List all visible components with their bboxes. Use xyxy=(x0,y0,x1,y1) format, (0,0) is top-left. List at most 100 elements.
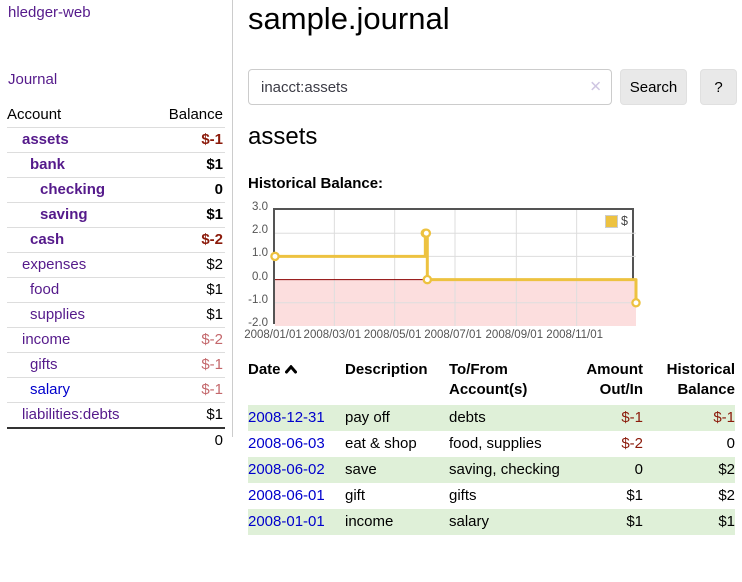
accounts-total-row: 0 xyxy=(7,428,225,453)
account-balance: $1 xyxy=(206,206,223,223)
transaction-description: save xyxy=(345,461,377,478)
transaction-amount: 0 xyxy=(634,461,643,478)
x-axis-tick-label: 2008/01/01 xyxy=(244,329,302,341)
account-row: supplies $1 xyxy=(7,302,225,328)
brand-link[interactable]: hledger-web xyxy=(8,4,91,21)
y-axis-tick-label: 3.0 xyxy=(252,201,268,213)
account-link[interactable]: bank xyxy=(30,156,66,173)
data-point-marker xyxy=(631,298,641,308)
y-axis-tick-label: 2.0 xyxy=(252,224,268,237)
account-link[interactable]: liabilities:debts xyxy=(22,406,120,423)
register-header-amount: Amount Out/In xyxy=(586,361,643,398)
transaction-accounts: debts xyxy=(449,409,486,426)
transaction-description: eat & shop xyxy=(345,435,417,452)
accounts-header-account: Account xyxy=(7,106,62,123)
transaction-accounts: saving, checking xyxy=(449,461,560,478)
register-header-balance: Historical Balance xyxy=(666,361,735,398)
transaction-balance: $-1 xyxy=(713,409,735,426)
account-balance: $1 xyxy=(206,406,223,423)
sidebar: hledger-web Journal Account Balance asse… xyxy=(0,0,233,449)
help-button[interactable]: ? xyxy=(700,69,737,105)
transaction-description: pay off xyxy=(345,409,390,426)
transaction-date-link[interactable]: 2008-12-31 xyxy=(248,409,325,426)
register-row: 2008-06-01 gift gifts $1 $2 xyxy=(248,483,735,509)
transaction-amount: $-1 xyxy=(621,409,643,426)
x-axis-tick-label: 2008/07/01 xyxy=(424,329,482,341)
legend-label: $ xyxy=(621,214,628,228)
legend-swatch-icon xyxy=(605,214,619,228)
account-row: liabilities:debts $1 xyxy=(7,402,225,429)
account-link[interactable]: saving xyxy=(40,206,88,223)
account-link[interactable]: food xyxy=(30,281,60,298)
transaction-description: gift xyxy=(345,487,366,504)
transaction-accounts: gifts xyxy=(449,487,477,504)
register-row: 2008-12-31 pay off debts $-1 $-1 xyxy=(248,405,735,431)
account-link[interactable]: income xyxy=(22,331,71,348)
transaction-amount: $1 xyxy=(626,487,643,504)
account-link[interactable]: salary xyxy=(30,381,71,398)
transaction-description: income xyxy=(345,513,394,530)
register-row: 2008-06-03 eat & shop food, supplies $-2 0 xyxy=(248,431,735,457)
account-link[interactable]: gifts xyxy=(30,356,58,373)
account-row: saving $1 xyxy=(7,202,225,228)
sidebar-item-journal[interactable]: Journal xyxy=(8,71,58,88)
account-balance: $-1 xyxy=(201,356,223,373)
account-row: salary $-1 xyxy=(7,377,225,403)
register-header-accounts: To/From Account(s) xyxy=(449,361,528,398)
chart-legend: $ xyxy=(604,213,629,229)
x-axis-tick-label: 2008/03/01 xyxy=(303,329,362,341)
y-axis-tick-label: -2.0 xyxy=(248,317,268,329)
x-axis-tick-label: 2008/09/01 xyxy=(485,329,544,341)
account-link[interactable]: assets xyxy=(22,131,69,148)
account-balance: $-1 xyxy=(201,131,223,148)
accounts-table: Account Balance assets $-1 bank $1 checking 0… xyxy=(7,103,225,453)
transaction-date-link[interactable]: 2008-06-01 xyxy=(248,487,325,504)
transaction-balance: $2 xyxy=(718,487,735,504)
chart-canvas xyxy=(270,210,641,326)
account-row: expenses $2 xyxy=(7,252,225,278)
sort-ascending-icon xyxy=(284,360,297,380)
account-balance: $1 xyxy=(206,156,223,173)
data-point-marker xyxy=(421,228,432,238)
transaction-date-link[interactable]: 2008-01-01 xyxy=(248,513,325,530)
transaction-accounts: salary xyxy=(449,513,490,530)
transaction-amount: $-2 xyxy=(621,435,643,452)
account-balance: $1 xyxy=(206,281,223,298)
account-balance: $-2 xyxy=(201,331,223,348)
account-balance: 0 xyxy=(214,181,223,198)
y-axis-tick-label: -1.0 xyxy=(248,293,268,306)
search-input[interactable] xyxy=(248,69,612,105)
historical-balance-chart: $ 2008/01/01 2008/03/01 2008/05/01 2008/07/… xyxy=(244,200,668,348)
accounts-total-value: 0 xyxy=(214,432,223,449)
transaction-balance: 0 xyxy=(726,435,735,452)
data-point-marker xyxy=(270,251,280,262)
account-row: income $-2 xyxy=(7,327,225,353)
clear-search-icon[interactable]: ✕ xyxy=(589,78,602,96)
transaction-amount: $1 xyxy=(626,513,643,530)
accounts-header-balance: Balance xyxy=(168,106,223,123)
transaction-accounts: food, supplies xyxy=(449,435,542,452)
chart-title: Historical Balance: xyxy=(248,175,384,192)
account-row: gifts $-1 xyxy=(7,352,225,378)
y-axis-tick-label: 0.0 xyxy=(252,270,268,283)
register-row: 2008-06-02 save saving, checking 0 $2 xyxy=(248,457,735,483)
main-content: sample.journal ✕ Search ? assets Histori… xyxy=(244,0,737,582)
account-row: bank $1 xyxy=(7,152,225,178)
account-link[interactable]: supplies xyxy=(30,306,86,323)
y-axis-tick-label: 1.0 xyxy=(252,247,268,260)
transaction-date-link[interactable]: 2008-06-02 xyxy=(248,461,325,478)
account-row: assets $-1 xyxy=(7,127,225,153)
search-button[interactable]: Search xyxy=(620,69,687,105)
account-row: cash $-2 xyxy=(7,227,225,253)
account-link[interactable]: expenses xyxy=(22,256,87,273)
transaction-date-link[interactable]: 2008-06-03 xyxy=(248,435,325,452)
account-row: checking 0 xyxy=(7,177,225,203)
account-heading: assets xyxy=(248,123,318,150)
register-header-date[interactable]: Date xyxy=(248,360,345,405)
account-link[interactable]: cash xyxy=(30,231,65,248)
transaction-balance: $1 xyxy=(718,513,735,530)
transaction-balance: $2 xyxy=(718,461,735,478)
register-row: 2008-01-01 income salary $1 $1 xyxy=(248,509,735,535)
account-balance: $-2 xyxy=(201,231,223,248)
account-link[interactable]: checking xyxy=(40,181,106,198)
